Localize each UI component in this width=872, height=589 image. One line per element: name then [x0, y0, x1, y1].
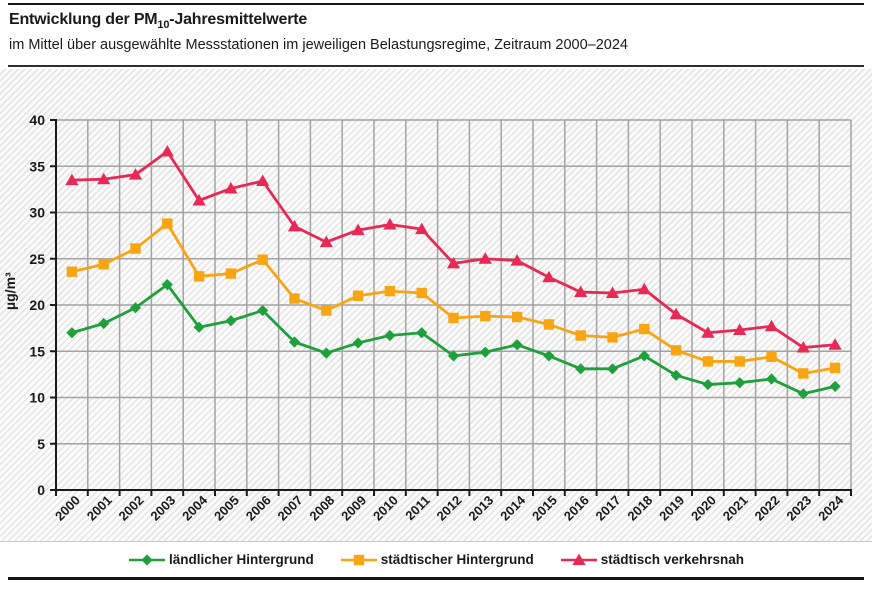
svg-text:2009: 2009	[338, 493, 369, 524]
svg-text:2005: 2005	[211, 493, 242, 524]
legend-marker-diamond-icon	[128, 553, 165, 566]
svg-text:15: 15	[29, 343, 45, 359]
svg-text:2023: 2023	[783, 493, 814, 524]
svg-text:2016: 2016	[561, 493, 592, 524]
svg-text:2001: 2001	[84, 493, 115, 524]
header-divider-rule	[8, 65, 864, 67]
chart-title-suffix: -Jahresmittelwerte	[169, 11, 308, 28]
svg-text:2007: 2007	[275, 493, 306, 524]
legend-marker-square-icon	[340, 554, 377, 565]
svg-text:2012: 2012	[434, 493, 465, 524]
legend-item-staedtisch-verkehrsnah: städtisch verkehrsnah	[560, 552, 744, 567]
svg-text:2018: 2018	[624, 493, 655, 524]
hatched-chart-panel: 0 5 10 15 20 25 30 35 40 µg/m³ 2000 2001 2002 2003 200…	[0, 69, 872, 541]
svg-text:2024: 2024	[815, 492, 847, 524]
legend-label: ländlicher Hintergrund	[168, 552, 314, 567]
svg-text:2013: 2013	[465, 493, 496, 524]
svg-text:30: 30	[29, 205, 45, 221]
legend-label: städtisch verkehrsnah	[600, 552, 745, 567]
svg-text:10: 10	[29, 390, 45, 406]
svg-text:2006: 2006	[243, 493, 274, 524]
svg-text:40: 40	[29, 112, 45, 128]
chart-header: Entwicklung der PM10-Jahresmittelwerte i…	[9, 11, 863, 53]
legend-item-staedtischer-hintergrund: städtischer Hintergrund	[340, 552, 534, 567]
svg-text:2015: 2015	[529, 493, 560, 524]
x-axis-tick-labels: 2000 2001 2002 2003 2004 2005 2006 2007 2008 2009…	[52, 492, 847, 524]
svg-text:2022: 2022	[752, 493, 783, 524]
svg-text:2020: 2020	[688, 493, 719, 524]
svg-text:0: 0	[37, 482, 45, 498]
series-l-ndlicher-hintergrund	[66, 279, 841, 400]
svg-text:2021: 2021	[720, 493, 751, 524]
legend-item-laendlicher-hintergrund: ländlicher Hintergrund	[128, 552, 314, 567]
svg-text:2002: 2002	[116, 493, 147, 524]
svg-text:2019: 2019	[656, 493, 687, 524]
svg-text:2017: 2017	[593, 493, 624, 524]
chart-title: Entwicklung der PM10-Jahresmittelwerte	[9, 11, 863, 32]
svg-text:2010: 2010	[370, 493, 401, 524]
svg-text:2011: 2011	[402, 493, 433, 524]
svg-text:2014: 2014	[497, 492, 529, 524]
axes	[50, 119, 852, 496]
svg-text:35: 35	[29, 158, 45, 174]
svg-text:5: 5	[37, 436, 45, 452]
top-rule	[8, 3, 864, 5]
svg-text:20: 20	[29, 297, 45, 313]
y-axis-tick-labels: 0 5 10 15 20 25 30 35 40	[29, 112, 45, 498]
chart-legend: ländlicher Hintergrund städtischer Hinte…	[0, 541, 872, 577]
svg-text:2003: 2003	[147, 493, 178, 524]
legend-label: städtischer Hintergrund	[380, 552, 534, 567]
chart-title-prefix: Entwicklung der PM	[9, 11, 158, 28]
gridlines	[56, 119, 852, 490]
y-axis-label: µg/m³	[2, 272, 18, 310]
svg-text:2008: 2008	[306, 493, 337, 524]
svg-text:25: 25	[29, 251, 45, 267]
svg-text:2000: 2000	[52, 493, 83, 524]
series-st-dtisch-verkehrsnah	[65, 144, 842, 353]
chart-title-subscript: 10	[157, 19, 170, 32]
series-st-dtischer-hintergrund	[66, 218, 841, 379]
chart-subtitle: im Mittel über ausgewählte Messstationen…	[9, 37, 628, 53]
legend-marker-triangle-icon	[560, 553, 597, 565]
svg-text:2004: 2004	[179, 492, 211, 524]
bottom-rule	[8, 577, 864, 580]
